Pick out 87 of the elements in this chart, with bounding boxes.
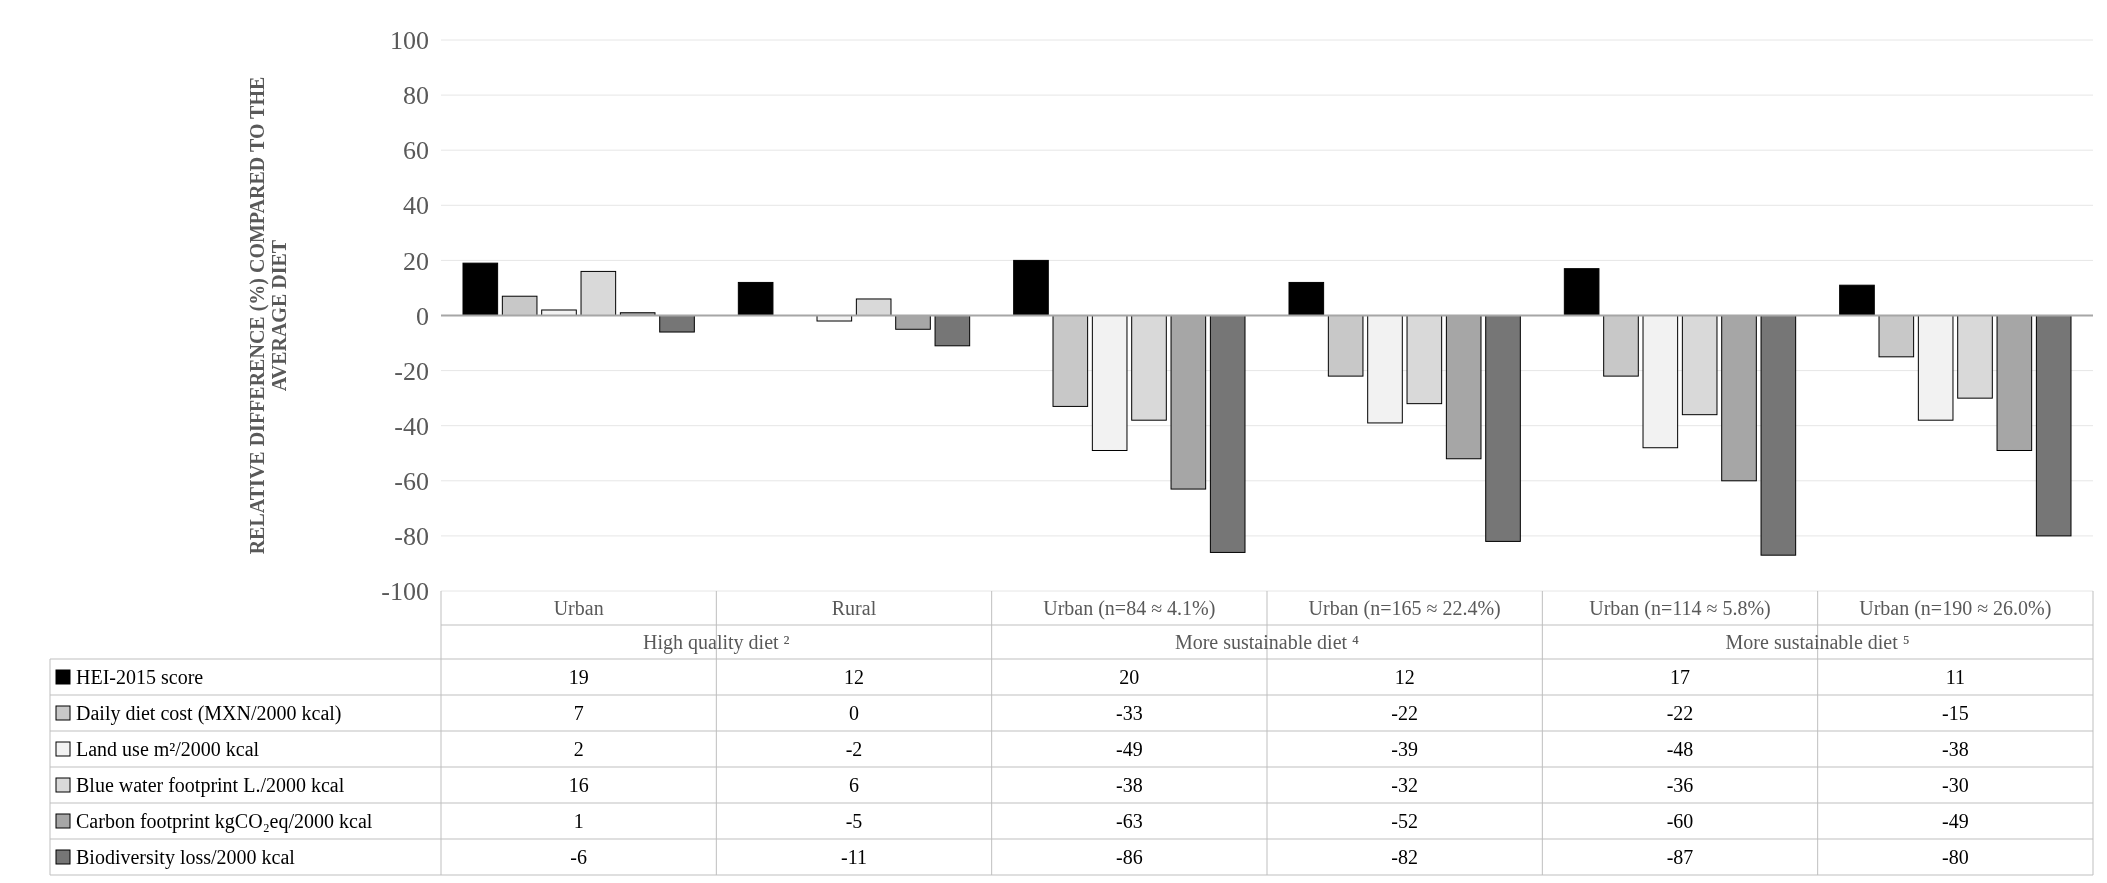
data-label: -52 (1391, 810, 1418, 832)
text: More sustainable diet ⁴ (1174, 631, 1360, 653)
data-label: 12 (844, 666, 864, 688)
bar (1957, 315, 1993, 399)
x-tick-label: Rural (831, 597, 877, 619)
bar (1839, 284, 1875, 316)
legend-label: Carbon footprint kgCO₂eq/2000 kcal (76, 810, 373, 833)
bar (462, 262, 499, 316)
bar (1327, 315, 1364, 377)
data-label: -11 (841, 846, 867, 868)
bar (934, 315, 971, 347)
bar (1209, 315, 1246, 553)
y-tick-label: 100 (390, 26, 429, 56)
text: High quality diet ² (643, 631, 790, 654)
legend-label: HEI-2015 score (76, 666, 204, 688)
data-label: -38 (1942, 738, 1969, 760)
bar (1485, 315, 1521, 542)
legend-label: Daily diet cost (MXN/2000 kcal) (76, 702, 342, 725)
data-label: 16 (568, 774, 589, 796)
bar (1131, 315, 1167, 421)
bar (659, 315, 695, 333)
data-label: -49 (1116, 738, 1143, 760)
legend-label: Blue water footprint L./2000 kcal (76, 774, 345, 797)
legend-label: Biodiversity loss/2000 kcal (76, 846, 296, 869)
y-axis-title: RELATIVE DIFFERENCE (%) COMPARED TO THE AVERAGE DIET (246, 76, 290, 555)
y-tick-label: -100 (381, 577, 429, 607)
text: More sustainable diet ⁵ (1725, 631, 1910, 653)
data-label: 11 (1945, 666, 1965, 688)
data-label: -86 (1116, 846, 1143, 868)
data-label: 2 (573, 738, 584, 760)
data-label: -32 (1391, 774, 1418, 796)
data-label: 12 (1394, 666, 1415, 688)
bar (1288, 281, 1325, 316)
data-label: -36 (1666, 774, 1694, 796)
y-tick-label: 20 (403, 246, 429, 276)
data-label: 1 (573, 810, 584, 832)
data-label: 0 (849, 702, 859, 724)
bar (1681, 315, 1718, 416)
data-label: -30 (1942, 774, 1969, 796)
data-label: -60 (1666, 810, 1694, 832)
data-label: -63 (1116, 810, 1143, 832)
data-label: -38 (1116, 774, 1143, 796)
data-label: -48 (1666, 738, 1694, 760)
y-tick-label: 40 (403, 191, 429, 221)
bar (580, 270, 617, 316)
y-tick-label: -60 (394, 466, 429, 496)
data-label: -33 (1116, 702, 1143, 724)
bar (1406, 315, 1443, 405)
data-label: -22 (1666, 702, 1694, 724)
data-label: -82 (1391, 846, 1418, 868)
data-label: 20 (1119, 666, 1140, 688)
bar (2035, 315, 2072, 537)
data-label: -22 (1391, 702, 1418, 724)
y-tick-label: -80 (394, 522, 429, 551)
bar (1603, 315, 1639, 377)
bar (737, 281, 774, 316)
data-label: -5 (845, 810, 863, 832)
data-label: 6 (849, 774, 859, 796)
bar (501, 295, 538, 316)
data-label: -39 (1391, 738, 1418, 760)
x-tick-label: Urban (n=84 ≈ 4.1%) (1043, 597, 1216, 620)
data-label: -15 (1942, 702, 1969, 724)
y-tick-label: 60 (403, 136, 429, 166)
x-tick-label: Urban (n=190 ≈ 26.0%) (1859, 597, 2052, 620)
data-label: -49 (1942, 810, 1969, 832)
data-label: -80 (1942, 846, 1969, 868)
data-label: 19 (568, 666, 589, 688)
x-tick-label: Urban (n=114 ≈ 5.8%) (1589, 597, 1771, 620)
y-tick-label: -40 (394, 411, 429, 441)
bar (855, 298, 892, 316)
x-tick-label: Urban (553, 597, 604, 619)
data-label: -87 (1666, 846, 1694, 868)
y-tick-label: 0 (416, 301, 429, 331)
bar (1052, 315, 1089, 407)
y-tick-label: 80 (403, 81, 429, 111)
data-label: -6 (570, 846, 587, 868)
data-label: -2 (845, 738, 863, 760)
y-tick-label: -20 (394, 356, 429, 386)
legend-label: Land use m²/2000 kcal (76, 738, 260, 760)
bar (1878, 315, 1915, 358)
bar (1013, 259, 1049, 316)
x-tick-label: Urban (n=165 ≈ 22.4%) (1308, 597, 1501, 620)
data-label: 7 (573, 702, 584, 724)
bar (541, 309, 577, 316)
data-label: 17 (1670, 666, 1690, 688)
bar (1563, 268, 1600, 316)
bar (1760, 315, 1797, 556)
